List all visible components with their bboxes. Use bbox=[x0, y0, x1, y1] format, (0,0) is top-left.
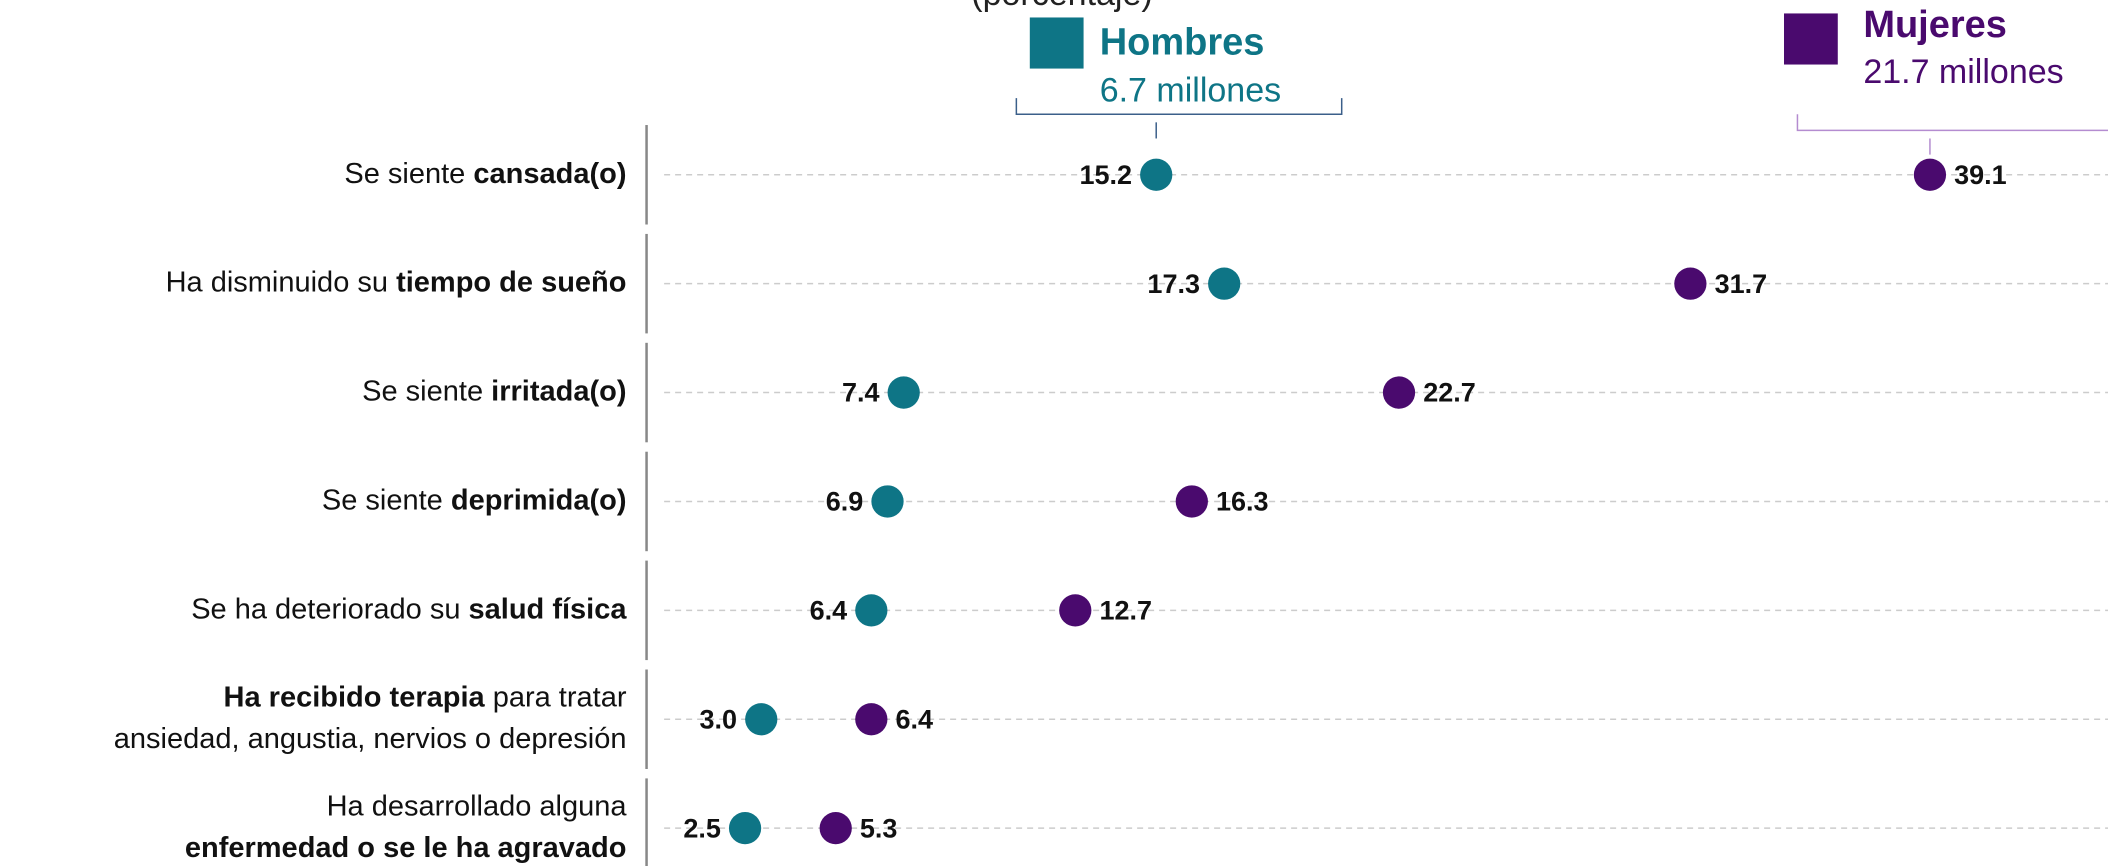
category-label-part: Ha desarrollado alguna bbox=[327, 790, 628, 822]
category-label: Se ha deteriorado su salud física bbox=[191, 593, 627, 625]
value-label: 17.3 bbox=[1147, 269, 1200, 299]
legend-name: Hombres bbox=[1100, 21, 1265, 63]
unit-label: (porcentaje) bbox=[971, 0, 1152, 13]
dot bbox=[1140, 158, 1173, 191]
row-axis bbox=[645, 342, 648, 443]
category-label-part: para tratar bbox=[485, 681, 627, 713]
row-axis bbox=[645, 778, 648, 866]
dot bbox=[1913, 158, 1947, 191]
legend-bracket bbox=[1796, 114, 2108, 132]
category-label: Se siente irritada(o) bbox=[362, 375, 626, 407]
category-label-part: cansada(o) bbox=[473, 157, 626, 189]
value-label: 31.7 bbox=[1715, 269, 1768, 299]
dot bbox=[1382, 376, 1416, 409]
dot bbox=[819, 812, 852, 845]
dot bbox=[728, 812, 762, 845]
value-label: 2.5 bbox=[683, 813, 721, 843]
row-axis bbox=[645, 233, 648, 334]
value-label: 7.4 bbox=[842, 378, 880, 408]
dot bbox=[855, 703, 888, 736]
category-label: enfermedad o se le ha agravado bbox=[185, 832, 627, 864]
value-label: 6.4 bbox=[810, 595, 848, 625]
dot bbox=[1059, 594, 1092, 627]
dot bbox=[1175, 485, 1208, 518]
value-label: 6.9 bbox=[826, 487, 864, 517]
category-label: Se siente cansada(o) bbox=[344, 157, 626, 189]
value-label: 16.3 bbox=[1216, 487, 1269, 517]
value-label: 12.7 bbox=[1099, 595, 1152, 625]
dot bbox=[1674, 267, 1707, 300]
row-axis bbox=[645, 669, 648, 769]
dot bbox=[745, 703, 778, 736]
value-label: 39.1 bbox=[1954, 160, 2007, 190]
category-label-part: Se ha deteriorado su bbox=[191, 593, 468, 625]
legend-swatch bbox=[1784, 13, 1838, 65]
value-label: 5.3 bbox=[860, 813, 898, 843]
category-label: Se siente deprimida(o) bbox=[322, 484, 627, 516]
legend-swatch bbox=[1029, 17, 1084, 69]
value-label: 6.4 bbox=[896, 704, 934, 734]
category-label: Ha recibido terapia para tratar bbox=[224, 681, 627, 713]
legend-bracket bbox=[1015, 98, 1343, 116]
row-axis bbox=[645, 560, 648, 661]
value-label: 3.0 bbox=[700, 704, 738, 734]
category-label-part: salud física bbox=[469, 593, 628, 625]
category-label-part: deprimida(o) bbox=[451, 484, 627, 516]
row-axis bbox=[645, 125, 648, 225]
dot bbox=[1208, 267, 1241, 300]
legend-name: Mujeres bbox=[1863, 4, 2007, 46]
category-label: Ha desarrollado alguna bbox=[327, 790, 628, 822]
row-axis bbox=[645, 451, 648, 552]
value-label: 22.7 bbox=[1423, 378, 1476, 408]
category-label-part: Ha recibido terapia bbox=[224, 681, 486, 713]
category-label-part: Se siente bbox=[344, 157, 473, 189]
value-label: 15.2 bbox=[1079, 160, 1132, 190]
legend-total: 6.7 millones bbox=[1100, 72, 1281, 110]
category-label: Ha disminuido su tiempo de sueño bbox=[166, 266, 627, 298]
category-label-part: irritada(o) bbox=[491, 375, 626, 407]
legend-total: 21.7 millones bbox=[1863, 53, 2063, 91]
dot bbox=[871, 485, 904, 518]
category-label-part: Ha disminuido su bbox=[166, 266, 397, 298]
category-label-part: enfermedad o se le ha agravado bbox=[185, 832, 627, 864]
dot bbox=[855, 594, 888, 627]
category-label-part: Se siente bbox=[322, 484, 451, 516]
category-label-part: Se siente bbox=[362, 375, 491, 407]
dot bbox=[887, 376, 920, 409]
category-label-part: tiempo de sueño bbox=[396, 266, 626, 298]
category-label-part: ansiedad, angustia, nervios o depresión bbox=[114, 723, 627, 755]
category-label: ansiedad, angustia, nervios o depresión bbox=[114, 723, 627, 755]
